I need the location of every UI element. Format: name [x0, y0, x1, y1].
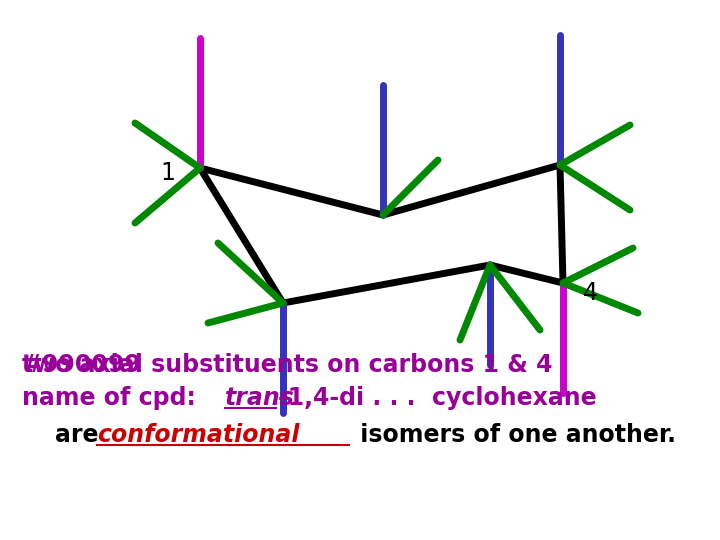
Text: name of cpd:: name of cpd:	[22, 386, 220, 410]
Text: trans: trans	[225, 386, 295, 410]
Text: two axial substituents on carbons 1 & 4: two axial substituents on carbons 1 & 4	[22, 353, 552, 377]
Text: 4: 4	[582, 281, 598, 305]
Text: 1: 1	[161, 161, 176, 185]
Text: are: are	[55, 423, 107, 447]
Text: -1,4-di . . .  cyclohexane: -1,4-di . . . cyclohexane	[278, 386, 597, 410]
Text: conformational: conformational	[97, 423, 300, 447]
Text: #990099: #990099	[22, 353, 141, 377]
Text: isomers of one another.: isomers of one another.	[352, 423, 676, 447]
